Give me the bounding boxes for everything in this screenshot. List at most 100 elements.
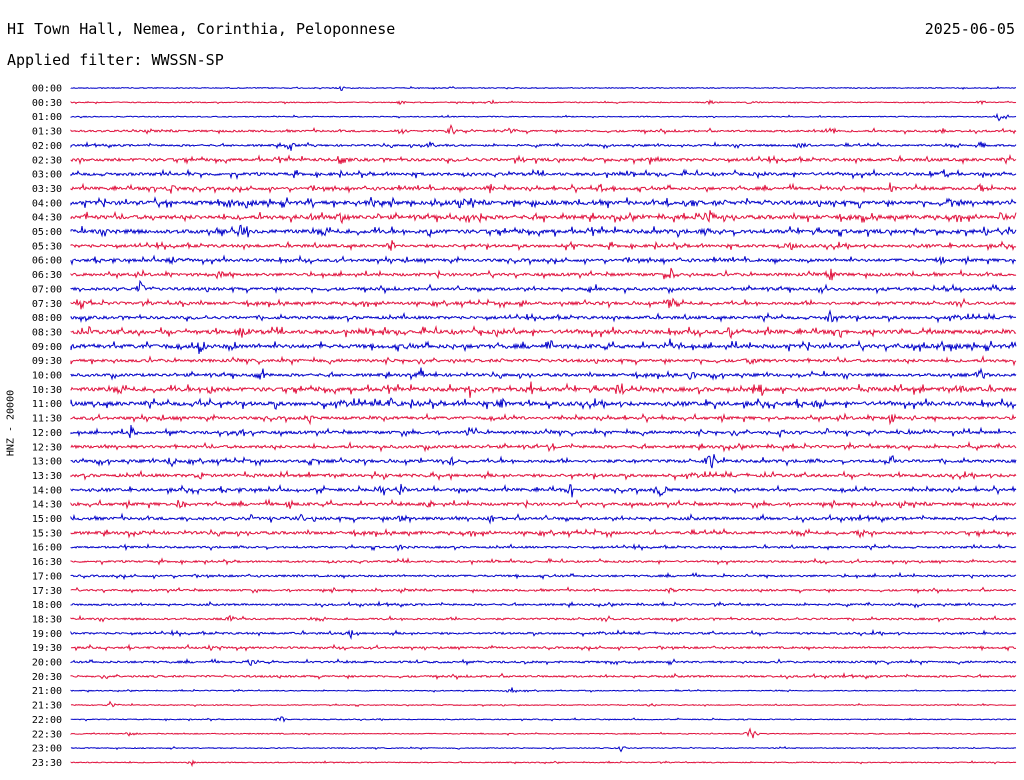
row-time-label: 00:00 — [32, 84, 62, 95]
row-time-label: 08:30 — [32, 327, 62, 338]
seismic-trace-row — [70, 454, 1017, 469]
row-time-label: 22:30 — [32, 729, 62, 740]
row-time-label: 03:30 — [32, 184, 62, 195]
row-time-label: 06:00 — [32, 256, 62, 267]
seismic-trace-row — [70, 727, 1017, 739]
row-time-label: 09:00 — [32, 342, 62, 353]
seismic-trace-row — [70, 367, 1017, 381]
seismic-trace-row — [70, 600, 1017, 609]
row-time-label: 02:30 — [32, 155, 62, 166]
row-time-label: 08:00 — [32, 313, 62, 324]
seismic-trace-row — [70, 700, 1017, 708]
row-time-label: 17:30 — [32, 586, 62, 597]
seismic-trace-row — [70, 112, 1017, 122]
row-time-label: 19:30 — [32, 643, 62, 654]
row-time-label: 16:30 — [32, 557, 62, 568]
seismic-trace-row — [70, 85, 1016, 91]
seismic-trace-row — [70, 240, 1017, 252]
seismic-trace-row — [70, 397, 1017, 410]
seismic-trace-row — [70, 338, 1017, 354]
row-time-label: 02:00 — [32, 141, 62, 152]
seismic-trace-row — [70, 512, 1017, 525]
seismic-trace-row — [70, 586, 1017, 595]
seismic-trace-row — [70, 168, 1017, 180]
row-time-label: 10:30 — [32, 385, 62, 396]
row-time-label: 20:30 — [32, 672, 62, 683]
seismic-trace-row — [70, 483, 1017, 498]
row-time-label: 21:30 — [32, 701, 62, 712]
row-time-label: 06:30 — [32, 270, 62, 281]
row-time-label: 01:30 — [32, 127, 62, 138]
row-time-label: 00:30 — [32, 98, 62, 109]
row-time-label: 23:30 — [32, 758, 62, 769]
seismic-trace-row — [70, 527, 1017, 539]
row-time-label: 13:30 — [32, 471, 62, 482]
seismic-trace-row — [70, 412, 1017, 426]
seismic-trace-row — [70, 309, 1017, 324]
row-time-label: 07:00 — [32, 284, 62, 295]
seismic-trace-row — [70, 381, 1017, 398]
row-time-label: 07:30 — [32, 299, 62, 310]
row-time-label: 22:00 — [32, 715, 62, 726]
seismic-trace-row — [70, 354, 1017, 367]
seismic-trace-row — [70, 224, 1017, 239]
seismic-trace-row — [70, 745, 1017, 753]
seismic-trace-row — [70, 254, 1017, 266]
row-time-label: 11:00 — [32, 399, 62, 410]
row-time-label: 16:00 — [32, 543, 62, 554]
row-time-label: 18:30 — [32, 614, 62, 625]
row-time-label: 05:00 — [32, 227, 62, 238]
row-time-label: 19:00 — [32, 629, 62, 640]
seismic-trace-row — [70, 557, 1017, 566]
seismic-trace-row — [70, 716, 1017, 723]
seismic-trace-row — [70, 672, 1017, 681]
seismic-trace-row — [70, 424, 1017, 439]
row-time-label: 04:00 — [32, 198, 62, 209]
y-axis-label: HNZ - 20000 — [5, 389, 17, 457]
seismic-trace-row — [70, 643, 1017, 652]
row-time-label: 14:30 — [32, 500, 62, 511]
seismic-trace-row — [70, 196, 1017, 209]
row-time-label: 18:00 — [32, 600, 62, 611]
row-time-label: 20:00 — [32, 658, 62, 669]
seismic-trace-row — [70, 759, 1017, 768]
row-time-label: 11:30 — [32, 414, 62, 425]
row-labels: 00:00 00:30 01:00 01:30 02:00 02:30 03:00 03:30… — [32, 84, 62, 769]
seismic-trace-row — [70, 182, 1017, 194]
row-time-label: 12:00 — [32, 428, 62, 439]
seismic-trace-row — [70, 571, 1017, 581]
row-time-label: 05:30 — [32, 241, 62, 252]
row-time-label: 09:30 — [32, 356, 62, 367]
filter-label: Applied filter: WWSSN-SP — [7, 51, 224, 69]
seismic-trace-row — [70, 543, 1017, 552]
row-time-label: 17:00 — [32, 571, 62, 582]
seismic-trace-row — [70, 210, 1017, 225]
seismic-trace-row — [70, 141, 1017, 151]
row-time-label: 03:00 — [32, 170, 62, 181]
row-time-label: 12:30 — [32, 442, 62, 453]
row-time-label: 23:00 — [32, 744, 62, 755]
seismic-trace-row — [70, 687, 1016, 694]
row-time-label: 04:30 — [32, 213, 62, 224]
row-time-label: 15:00 — [32, 514, 62, 525]
row-time-label: 10:00 — [32, 371, 62, 382]
plot-date: 2025-06-05 — [924, 20, 1015, 38]
seismic-trace-row — [70, 628, 1017, 640]
station-title: HI Town Hall, Nemea, Corinthia, Peloponn… — [7, 20, 396, 38]
seismic-trace-row — [70, 498, 1017, 510]
seismic-trace-row — [70, 153, 1017, 166]
seismic-trace-row — [70, 297, 1017, 310]
row-time-label: 13:00 — [32, 457, 62, 468]
seismic-traces — [70, 85, 1017, 768]
seismic-trace-row — [70, 279, 1016, 295]
seismic-trace-row — [70, 325, 1017, 340]
row-time-label: 21:00 — [32, 686, 62, 697]
seismic-trace-row — [70, 658, 1017, 667]
row-time-label: 15:30 — [32, 528, 62, 539]
seismic-trace-row — [70, 123, 1017, 135]
seismic-trace-row — [70, 469, 1017, 482]
seismic-trace-row — [70, 267, 1017, 281]
seismic-trace-row — [70, 614, 1017, 623]
row-time-label: 01:00 — [32, 112, 62, 123]
